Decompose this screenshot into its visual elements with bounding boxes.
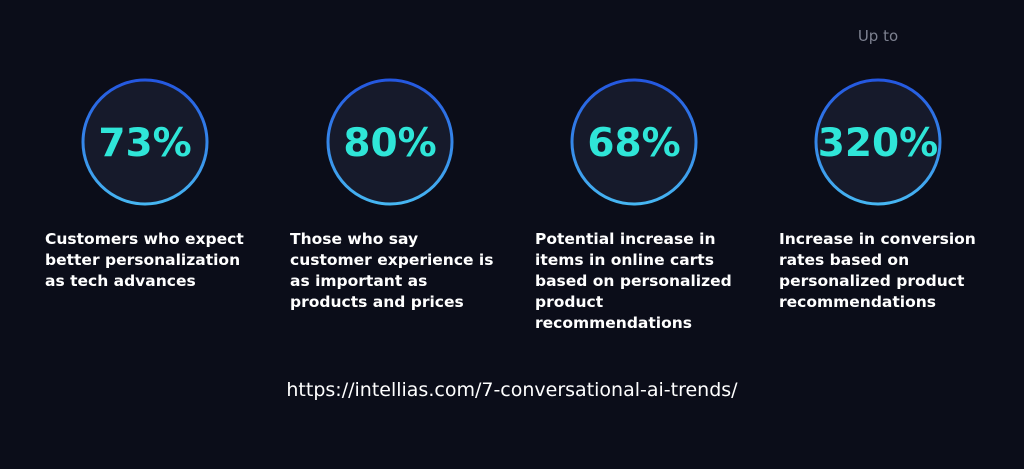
stat-value: 68% bbox=[587, 121, 680, 166]
stat-value: 73% bbox=[98, 121, 191, 166]
stat-description: personalized product bbox=[779, 272, 965, 290]
stat-value: 80% bbox=[343, 121, 436, 166]
stat-description: rates based on bbox=[779, 251, 909, 269]
source-url: https://intellias.com/7-conversational-a… bbox=[286, 379, 738, 401]
stat-description: recommendations bbox=[535, 314, 692, 332]
stat-description: as important as bbox=[290, 272, 427, 290]
stat-ring bbox=[814, 78, 942, 206]
stat-description: Customers who expect bbox=[45, 230, 244, 248]
stat-description: customer experience is bbox=[290, 251, 493, 269]
stat-description: items in online carts bbox=[535, 251, 714, 269]
stat-description: product bbox=[535, 293, 604, 311]
stat-description: Potential increase in bbox=[535, 230, 716, 248]
stat-description: products and prices bbox=[290, 293, 464, 311]
stat-description: as tech advances bbox=[45, 272, 196, 290]
stat-description: recommendations bbox=[779, 293, 936, 311]
stat-ring bbox=[326, 78, 454, 206]
stat-description: better personalization bbox=[45, 251, 240, 269]
stat-ring bbox=[570, 78, 698, 206]
stat-description: based on personalized bbox=[535, 272, 732, 290]
stat-ring bbox=[81, 78, 209, 206]
stat-prefix: Up to bbox=[858, 27, 898, 45]
stat-description: Increase in conversion bbox=[779, 230, 976, 248]
stat-value: 320% bbox=[818, 121, 939, 166]
stat-description: Those who say bbox=[290, 230, 418, 248]
